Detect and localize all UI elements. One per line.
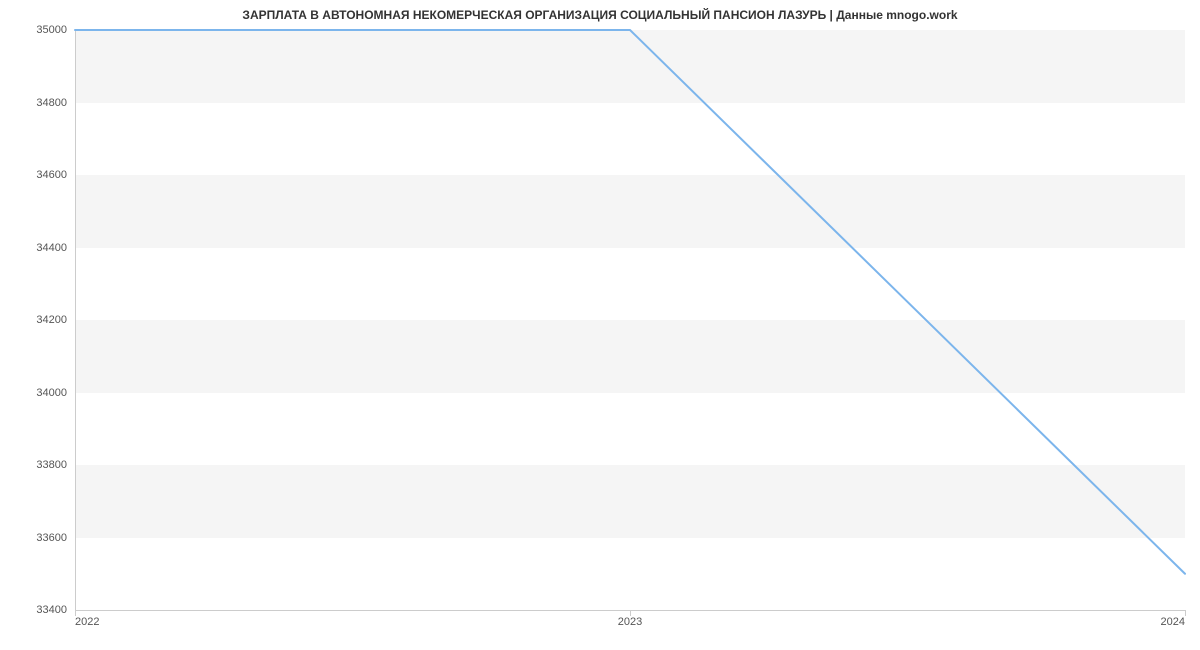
x-tick-mark	[1185, 610, 1186, 616]
y-tick-label: 33600	[36, 532, 67, 544]
series-salary	[75, 30, 1185, 574]
y-tick-label: 34600	[36, 169, 67, 181]
chart-title: ЗАРПЛАТА В АВТОНОМНАЯ НЕКОМЕРЧЕСКАЯ ОРГА…	[0, 8, 1200, 22]
y-tick-label: 34000	[36, 387, 67, 399]
x-tick-label: 2022	[75, 616, 99, 628]
y-tick-label: 35000	[36, 24, 67, 36]
y-tick-label: 34400	[36, 242, 67, 254]
y-tick-label: 34800	[36, 97, 67, 109]
y-tick-label: 34200	[36, 314, 67, 326]
line-layer	[75, 30, 1185, 610]
salary-line-chart: ЗАРПЛАТА В АВТОНОМНАЯ НЕКОМЕРЧЕСКАЯ ОРГА…	[0, 0, 1200, 650]
x-tick-label: 2024	[1161, 616, 1185, 628]
y-tick-label: 33400	[36, 604, 67, 616]
y-tick-label: 33800	[36, 459, 67, 471]
x-tick-label: 2023	[618, 616, 642, 628]
plot-area: 3340033600338003400034200344003460034800…	[75, 30, 1185, 610]
